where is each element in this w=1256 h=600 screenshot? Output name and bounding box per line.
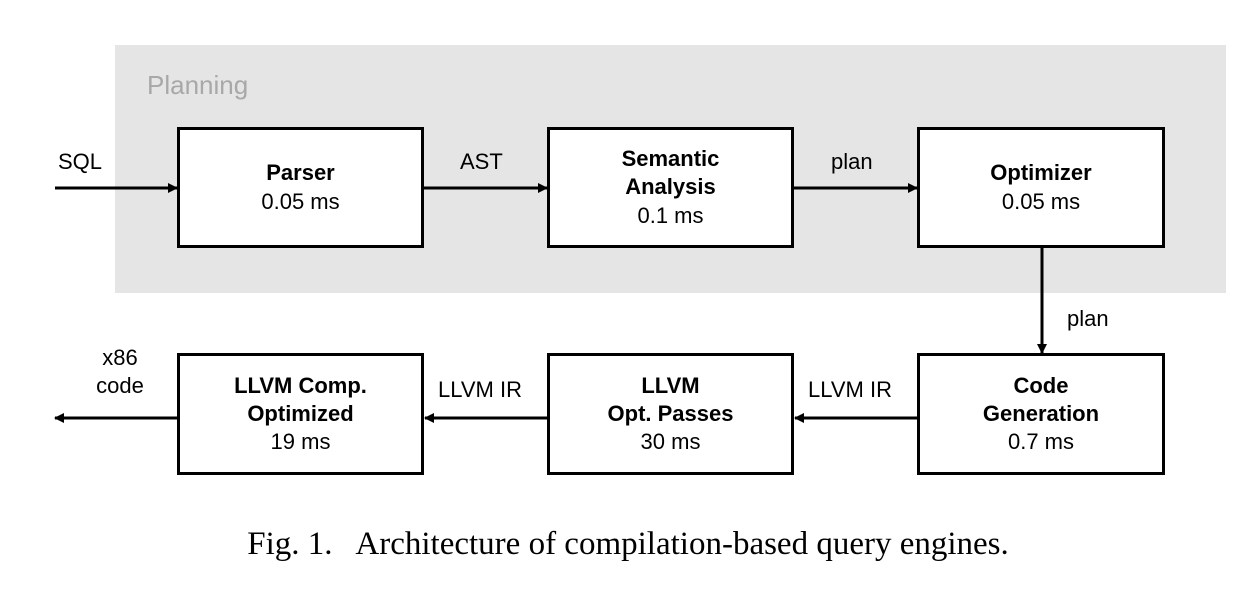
sql-label: SQL	[58, 149, 103, 174]
plan-label-top: plan	[831, 149, 873, 174]
parser-time: 0.05 ms	[261, 188, 340, 214]
semantic-analysis-node: Semantic Analysis 0.1 ms	[547, 127, 794, 248]
code-generation-node: Code Generation 0.7 ms	[917, 353, 1165, 475]
optimizer-title: Optimizer	[990, 160, 1092, 186]
optimizer-time: 0.05 ms	[1001, 188, 1081, 214]
parser-title: Parser	[266, 160, 335, 186]
semantic-analysis-time: 0.1 ms	[637, 202, 704, 228]
llvm-ir-label-left: LLVM IR	[438, 377, 522, 402]
llvm-comp-optimized-time: 19 ms	[270, 429, 331, 455]
llvm-ir-label-right: LLVM IR	[808, 377, 892, 402]
llvm-opt-passes-time: 30 ms	[640, 429, 701, 455]
figure-caption: Fig. 1. Architecture of compilation-base…	[247, 526, 1009, 562]
plan-label-vertical: plan	[1067, 306, 1109, 331]
semantic-analysis-title: Semantic Analysis	[621, 146, 720, 200]
x86-code-label: x86 code	[96, 345, 144, 398]
parser-node: Parser 0.05 ms	[177, 127, 424, 248]
llvm-comp-optimized-node: LLVM Comp. Optimized 19 ms	[177, 353, 424, 475]
code-generation-title: Code Generation	[982, 372, 1100, 426]
optimizer-node: Optimizer 0.05 ms	[917, 127, 1165, 248]
llvm-opt-passes-node: LLVM Opt. Passes 30 ms	[547, 353, 794, 475]
llvm-comp-optimized-title: LLVM Comp. Optimized	[234, 372, 367, 426]
ast-label: AST	[460, 149, 503, 174]
llvm-opt-passes-title: LLVM Opt. Passes	[607, 372, 734, 426]
code-generation-time: 0.7 ms	[1007, 429, 1075, 455]
planning-label: Planning	[147, 70, 249, 100]
